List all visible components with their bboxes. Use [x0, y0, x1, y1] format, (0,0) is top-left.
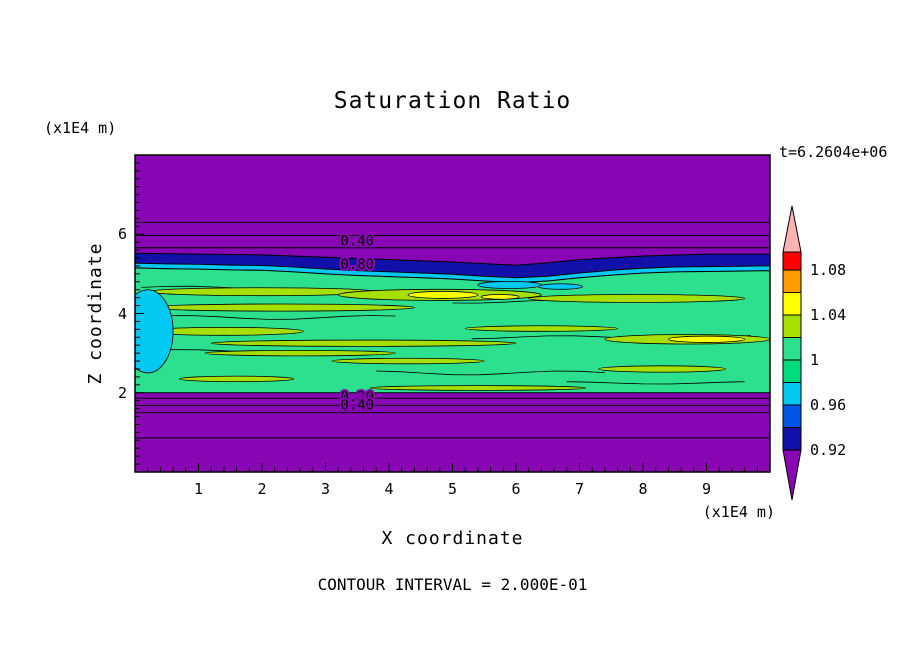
colorbar-tick-label: 0.96 [810, 396, 847, 414]
x-tick-label: 4 [384, 480, 394, 498]
yellow-green-streak [528, 294, 746, 303]
yellow-green-streak [369, 385, 587, 391]
yellow-spot [668, 335, 746, 343]
yellow-green-streak [179, 375, 295, 383]
contour-value-label: 0.40 [340, 398, 374, 414]
inner-contour-line [376, 370, 605, 376]
yellow-green-streak [331, 357, 485, 365]
x-axis-title: X coordinate [381, 528, 524, 549]
cyan-patch [135, 289, 174, 374]
y-axis-unit-label: (x1E4 m) [44, 119, 117, 137]
colorbar-bottom-arrow [782, 449, 802, 501]
inner-contour-line [141, 315, 396, 320]
x-tick-label: 3 [320, 480, 331, 498]
contour-value-label: 0.20 [340, 390, 374, 406]
inner-contour-line [566, 381, 745, 385]
colorbar-cell [782, 292, 802, 316]
colorbar-tick-label: 1.04 [810, 306, 847, 324]
y-tick-label: 4 [117, 304, 127, 323]
x-axis-unit-label: (x1E4 m) [702, 503, 775, 521]
colorbar-cell [782, 359, 802, 383]
colorbar-cell [782, 337, 802, 361]
colorbar-cell [782, 269, 802, 293]
yellow-green-streak [204, 349, 396, 357]
plot-axes [134, 154, 771, 473]
yellow-green-streak [147, 303, 415, 312]
time-stamp-label: t=6.2604e+06 [779, 143, 888, 161]
contour-value-label: 0.40 [340, 234, 374, 250]
x-tick-label: 5 [447, 480, 458, 498]
x-tick-label: 8 [638, 480, 648, 498]
contour-value-label: 0.80 [340, 257, 374, 273]
x-tick-label: 1 [193, 480, 204, 498]
colorbar-tick-label: 0.92 [810, 441, 847, 459]
contour-field: 0.400.800.200.40 [135, 155, 770, 472]
y-tick-label: 6 [117, 225, 127, 244]
x-tick-label: 9 [701, 480, 712, 498]
colorbar [782, 205, 802, 501]
y-tick-label: 2 [117, 383, 127, 402]
colorbar-cell [782, 404, 802, 428]
yellow-spot [480, 294, 520, 300]
cyan-patch [537, 283, 584, 290]
yellow-green-streak [598, 365, 726, 373]
colorbar-cell [782, 427, 802, 451]
chart-title: Saturation Ratio [333, 88, 572, 114]
colorbar-cell [782, 314, 802, 338]
x-tick-label: 6 [511, 480, 521, 498]
colorbar-top-arrow [782, 205, 802, 253]
x-tick-label: 7 [574, 480, 585, 498]
colorbar-cell [782, 382, 802, 406]
yellow-green-streak [464, 325, 619, 332]
x-tick-label: 2 [257, 480, 267, 498]
contour-interval-label: CONTOUR INTERVAL = 2.000E-01 [317, 575, 588, 594]
colorbar-tick-label: 1 [810, 351, 820, 369]
colorbar-cell [782, 251, 802, 271]
yellow-green-streak [210, 339, 517, 347]
cyan-patch [477, 281, 542, 289]
yellow-spot [407, 290, 479, 299]
colorbar-tick-label: 1.08 [810, 261, 847, 279]
